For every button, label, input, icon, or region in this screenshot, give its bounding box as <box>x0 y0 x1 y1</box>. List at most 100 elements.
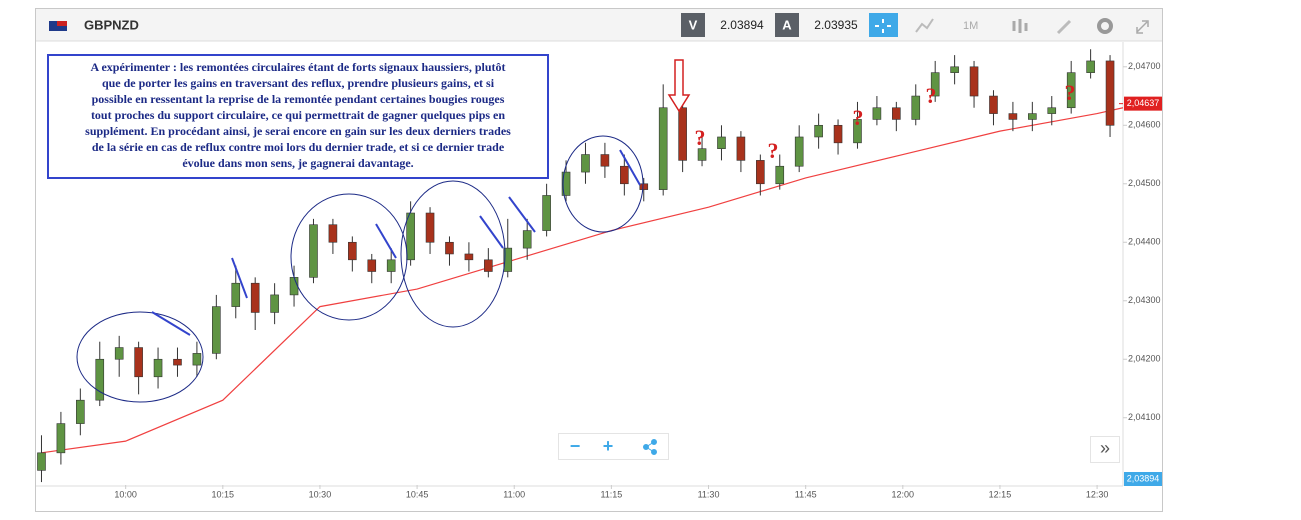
candle-body <box>95 358 105 401</box>
candle-body <box>1066 72 1076 109</box>
candle-body <box>969 66 979 97</box>
question-mark: ? <box>1065 80 1076 105</box>
question-mark: ? <box>853 105 864 130</box>
candle-body <box>620 165 629 185</box>
draw-icon[interactable] <box>1056 19 1072 35</box>
settings-icon[interactable] <box>1097 18 1113 34</box>
candle-body <box>367 259 377 272</box>
candle-body <box>76 399 85 424</box>
buy-box[interactable] <box>775 13 799 37</box>
zoom-bar <box>558 433 669 460</box>
candle-body <box>814 124 823 138</box>
circle-annotation <box>562 135 644 233</box>
candle-body <box>212 306 221 354</box>
arrow-annotation <box>667 59 691 113</box>
candle-body <box>581 154 590 173</box>
chart-type-icon[interactable] <box>915 18 934 33</box>
plot <box>37 49 1124 483</box>
bid-label: 2,03894 <box>1127 473 1160 483</box>
note-line: supplément. En procédant ainsi, je serai… <box>85 124 511 138</box>
candle-body <box>1047 107 1057 114</box>
y-tick-label: 2,04500 <box>1128 178 1161 188</box>
x-tick-label: 11:00 <box>503 489 525 499</box>
candle-body <box>1028 113 1037 120</box>
candle-body <box>250 282 260 313</box>
candle-body <box>872 107 882 120</box>
circle-annotation <box>290 193 408 321</box>
last-price-box <box>1124 96 1162 111</box>
sell-box[interactable] <box>681 13 705 37</box>
candle-body <box>309 224 318 278</box>
note-line: de la série en cas de reflux contre moi … <box>92 140 505 154</box>
x-tick-label: 10:00 <box>114 489 137 499</box>
candle-body <box>153 358 163 378</box>
slope-line <box>231 257 248 299</box>
candle-icon[interactable] <box>1012 19 1028 33</box>
candle-body <box>406 212 415 261</box>
sell-label[interactable]: V <box>689 17 698 32</box>
candle-body <box>717 136 726 149</box>
buy-label[interactable]: A <box>782 17 792 32</box>
candle-body <box>270 294 279 313</box>
candle-body <box>756 160 765 185</box>
candle-body <box>522 230 532 249</box>
candle-body <box>930 72 940 97</box>
symbol: GBPNZD <box>84 17 139 32</box>
candle-body <box>386 259 396 272</box>
candle-body <box>464 253 474 261</box>
circle-annotation <box>400 180 506 328</box>
question-mark: ? <box>695 125 706 150</box>
candle-body <box>561 171 571 196</box>
zoom-out[interactable]: − <box>570 436 581 456</box>
scroll-button[interactable] <box>1090 436 1120 463</box>
crosshair-button[interactable] <box>869 13 898 37</box>
candle-body <box>1105 60 1115 126</box>
slope-line <box>479 215 504 249</box>
flag <box>49 21 67 31</box>
y-tick-label: 2,04100 <box>1128 412 1161 422</box>
x-tick-label: 12:15 <box>989 489 1012 499</box>
note-line: que de porter les gains en traversant de… <box>102 76 495 90</box>
candle-body <box>775 165 785 185</box>
candle-body <box>736 136 746 161</box>
x-tick-label: 11:45 <box>795 489 817 499</box>
y-tick-label: 2,04400 <box>1128 237 1161 247</box>
zoom-in[interactable]: + <box>603 436 614 456</box>
y-tick-label: 2,04700 <box>1128 61 1161 71</box>
candle-body <box>231 282 241 307</box>
slope-line <box>375 223 397 259</box>
timeframe[interactable]: 1M <box>963 20 978 32</box>
circle-annotation <box>76 311 204 403</box>
y-tick-label: 2,04200 <box>1128 354 1161 364</box>
expand-icon[interactable] <box>1136 20 1149 34</box>
last-price-label: 2,04637 <box>1127 98 1160 108</box>
candle-body <box>1086 60 1095 73</box>
x-tick-label: 11:15 <box>600 489 622 499</box>
share-icon[interactable] <box>643 439 657 455</box>
question-mark: ? <box>926 83 937 108</box>
candle-body <box>892 107 901 120</box>
slope-line <box>619 149 641 186</box>
candle-body <box>658 107 668 190</box>
candle-body <box>192 353 202 366</box>
y-tick-label: 2,04300 <box>1128 295 1161 305</box>
note-box <box>47 54 549 179</box>
candle-body <box>425 212 435 243</box>
candle-body <box>1008 113 1018 120</box>
y-tick-label: 2,04600 <box>1128 120 1161 130</box>
x-tick-label: 11:30 <box>698 489 720 499</box>
scroll-label[interactable]: » <box>1100 438 1110 458</box>
bid-box <box>1124 472 1162 486</box>
sell-price[interactable]: 2.03894 <box>720 18 764 32</box>
note-line: évolue dans mon sens, je gagnerai davant… <box>182 156 413 170</box>
candle-body <box>503 247 513 272</box>
candle-body <box>484 259 493 272</box>
candle-body <box>853 119 862 144</box>
candle-body <box>173 358 182 366</box>
slope-lines <box>151 149 641 336</box>
buy-price[interactable]: 2.03935 <box>814 18 858 32</box>
x-tick-label: 10:45 <box>406 489 429 499</box>
candle-body <box>697 148 707 161</box>
